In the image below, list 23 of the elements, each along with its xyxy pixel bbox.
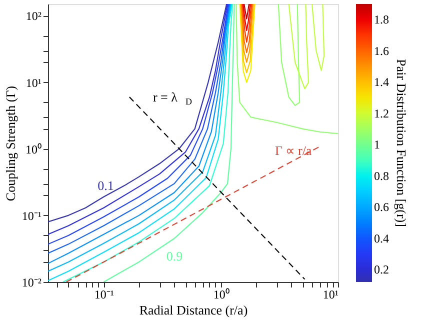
y-tick-label: 10¹ [26,76,42,90]
color-bar-label: 0.6 [374,200,389,214]
color-bar-label: 1.6 [374,44,389,58]
series-label: Γ ∝ r/a [274,143,312,158]
color-bar-label: 0.8 [374,168,389,183]
color-bar-label: 1.2 [374,106,389,120]
color-bar-label: 0.2 [374,262,389,277]
series-label: 0.9 [166,248,183,264]
color-bar-label: 0.4 [374,231,389,246]
x-tick-label: 10⁻¹ [94,288,114,302]
x-tick-label: 10¹ [322,288,339,302]
y-axis-title: Coupling Strength (Γ) [2,86,18,202]
color-bar-label: 1.8 [374,12,389,27]
y-tick-label: 10² [26,9,42,24]
y-tick-label: 10⁻¹ [22,208,42,223]
series-label: 0.1 [98,178,114,194]
color-bar-label: 1.4 [374,75,389,90]
x-tick-label: 10⁰ [213,288,230,302]
color-bar-title: Pair Distribution Function [g(r)] [394,59,409,227]
y-tick-label: 10⁻² [22,276,42,290]
color-bar-label: 1 [374,138,380,152]
y-tick-label: 10⁰ [26,142,42,156]
x-axis-title: Radial Distance (r/a) [139,302,248,318]
